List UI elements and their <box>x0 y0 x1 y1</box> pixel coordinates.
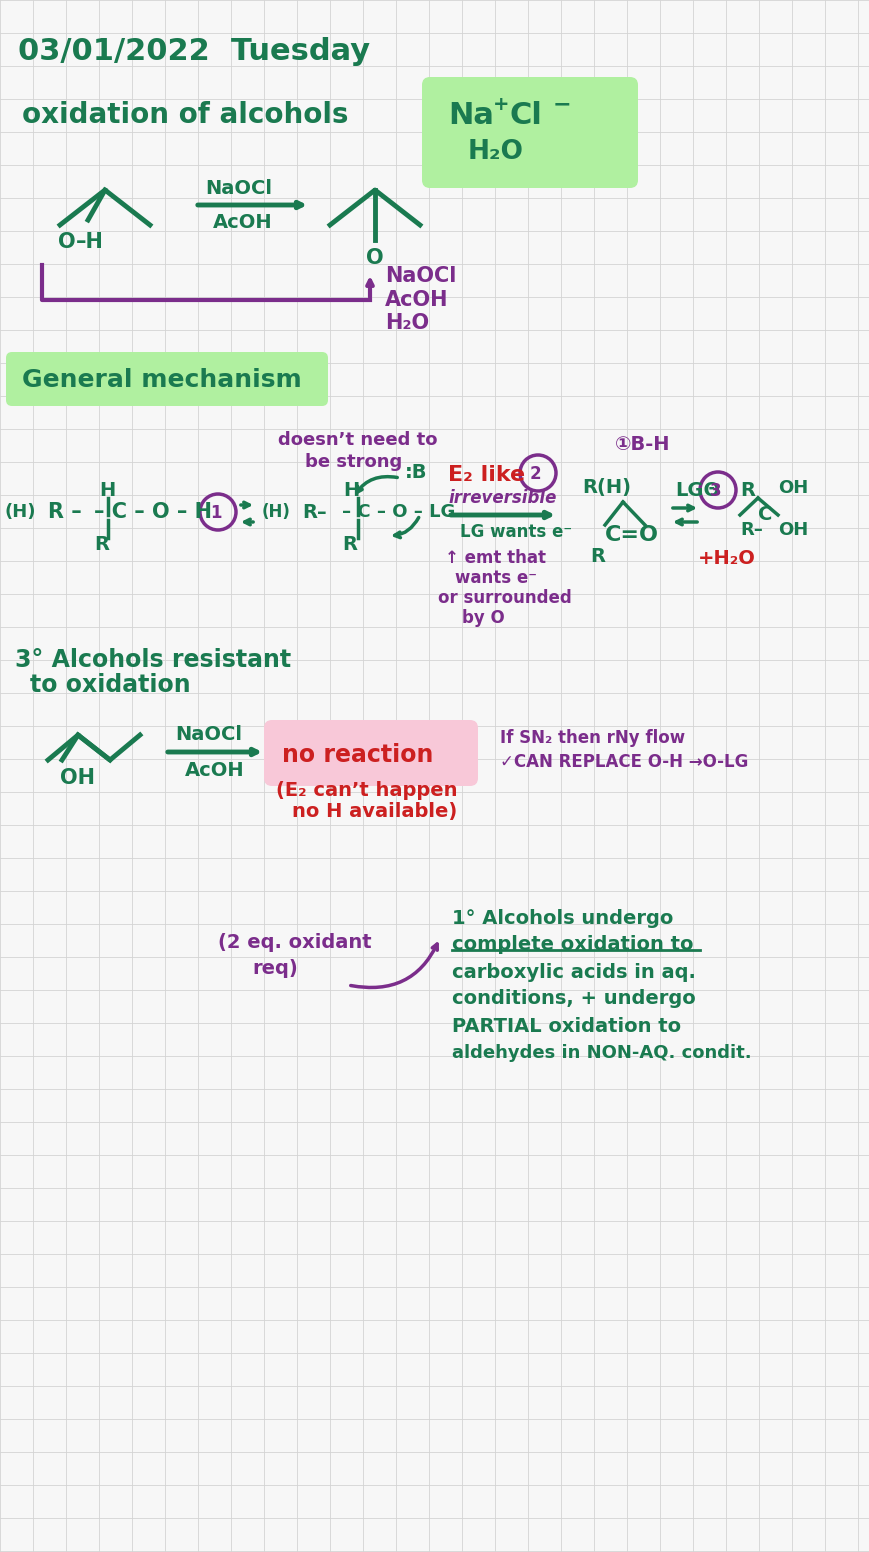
Text: req): req) <box>252 959 297 978</box>
Text: or surrounded: or surrounded <box>437 590 571 607</box>
Text: 03/01/2022  Tuesday: 03/01/2022 Tuesday <box>18 37 369 67</box>
Text: OH: OH <box>777 521 807 539</box>
Text: R: R <box>589 546 604 565</box>
Text: 3° Alcohols resistant: 3° Alcohols resistant <box>15 649 291 672</box>
Text: carboxylic acids in aq.: carboxylic acids in aq. <box>452 962 695 981</box>
Text: R –: R – <box>48 501 82 521</box>
Text: doesn’t need to: doesn’t need to <box>278 431 437 449</box>
Text: irreversible: irreversible <box>448 489 556 508</box>
Text: conditions, + undergo: conditions, + undergo <box>452 990 695 1009</box>
Text: ✓CAN REPLACE O-H →O-LG: ✓CAN REPLACE O-H →O-LG <box>500 753 747 771</box>
Text: R: R <box>94 535 109 554</box>
Text: by O: by O <box>461 608 504 627</box>
Text: 1° Alcohols undergo: 1° Alcohols undergo <box>452 908 673 928</box>
Text: +: + <box>493 95 509 113</box>
Text: O: O <box>366 248 383 268</box>
Text: –H: –H <box>76 231 103 251</box>
Text: (H): (H) <box>5 503 36 521</box>
Text: complete oxidation to: complete oxidation to <box>452 936 693 954</box>
Text: H: H <box>342 481 359 500</box>
Text: ↑ emt that: ↑ emt that <box>444 549 546 566</box>
Text: −: − <box>553 95 571 113</box>
Text: H₂O: H₂O <box>468 140 523 165</box>
Text: no H available): no H available) <box>292 802 457 821</box>
Text: ①B-H: ①B-H <box>614 436 670 455</box>
Text: LGΘ: LGΘ <box>674 481 720 500</box>
Text: oxidation of alcohols: oxidation of alcohols <box>22 101 348 129</box>
Text: LG wants e⁻: LG wants e⁻ <box>460 523 572 542</box>
Text: O: O <box>58 231 76 251</box>
Text: R–: R– <box>302 503 326 521</box>
Text: NaOCl: NaOCl <box>385 265 456 286</box>
Text: C: C <box>757 506 772 525</box>
Text: OH: OH <box>60 768 95 788</box>
FancyBboxPatch shape <box>263 720 477 785</box>
Text: (H): (H) <box>262 503 290 521</box>
Text: OH: OH <box>777 480 807 497</box>
Text: C=O: C=O <box>604 525 658 545</box>
Text: 1: 1 <box>209 504 222 521</box>
Text: PARTIAL oxidation to: PARTIAL oxidation to <box>452 1017 680 1035</box>
Text: R–: R– <box>740 521 762 539</box>
Text: If SN₂ then rNy flow: If SN₂ then rNy flow <box>500 729 685 747</box>
Text: R(H): R(H) <box>581 478 630 498</box>
Text: aldehydes in NON-AQ. condit.: aldehydes in NON-AQ. condit. <box>452 1044 751 1062</box>
Text: – C – O – LG: – C – O – LG <box>342 503 454 521</box>
Text: NaOCl: NaOCl <box>205 178 272 197</box>
Text: :B: :B <box>405 462 427 481</box>
Text: H: H <box>99 481 115 500</box>
Text: no reaction: no reaction <box>282 743 433 767</box>
Text: R: R <box>342 535 356 554</box>
Text: NaOCl: NaOCl <box>175 725 242 745</box>
Text: E₂ like: E₂ like <box>448 466 525 484</box>
Text: Cl: Cl <box>509 101 542 129</box>
Text: be strong: be strong <box>305 453 401 470</box>
Text: AcOH: AcOH <box>385 290 448 310</box>
Text: H₂O: H₂O <box>385 314 428 334</box>
Text: AcOH: AcOH <box>185 760 244 779</box>
Text: R: R <box>740 481 754 500</box>
Text: to oxidation: to oxidation <box>30 674 190 697</box>
Text: 3: 3 <box>709 483 720 500</box>
FancyBboxPatch shape <box>421 78 637 188</box>
Text: AcOH: AcOH <box>213 214 272 233</box>
Text: – C – O – H: – C – O – H <box>94 501 212 521</box>
Text: +H₂O: +H₂O <box>697 548 755 568</box>
Text: 2: 2 <box>529 466 541 483</box>
Text: General mechanism: General mechanism <box>22 368 302 393</box>
Text: (2 eq. oxidant: (2 eq. oxidant <box>218 933 371 951</box>
Text: wants e⁻: wants e⁻ <box>454 570 536 587</box>
Text: (E₂ can’t happen: (E₂ can’t happen <box>275 781 457 799</box>
Text: Na: Na <box>448 101 494 129</box>
FancyBboxPatch shape <box>6 352 328 407</box>
